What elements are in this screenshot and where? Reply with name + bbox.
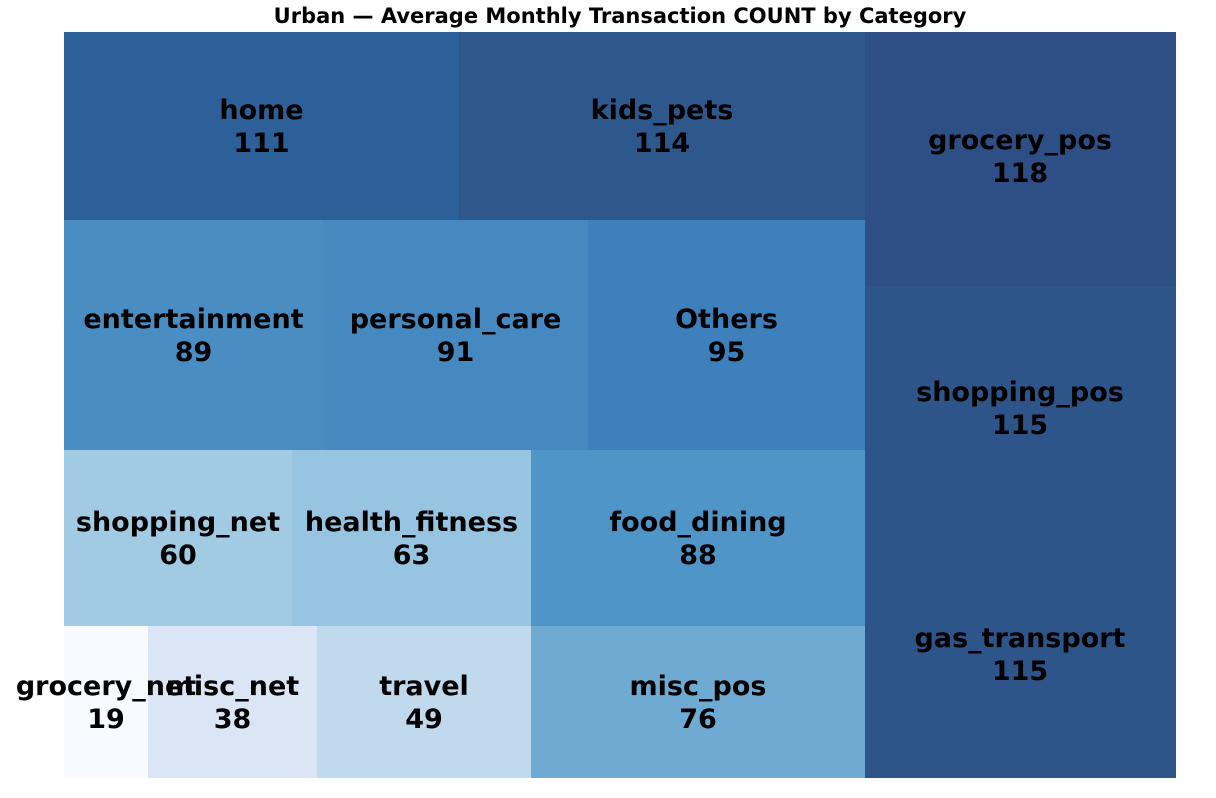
- tile-value-travel: 49: [405, 704, 443, 735]
- tile-label-food-dining: food_dining: [609, 507, 786, 538]
- tile-label-misc-net: misc_net: [166, 671, 299, 702]
- tile-value-gas-transport: 115: [992, 656, 1048, 687]
- tile-value-shopping-net: 60: [159, 540, 197, 571]
- tile-label-travel: travel: [379, 671, 469, 702]
- tile-label-entertainment: entertainment: [83, 304, 303, 335]
- tile-gas-transport: [865, 534, 1176, 778]
- tile-label-shopping-net: shopping_net: [76, 507, 280, 538]
- tile-label-grocery-pos: grocery_pos: [928, 125, 1112, 156]
- tile-grocery-pos: [865, 32, 1176, 286]
- tile-others: [588, 220, 865, 450]
- tile-value-food-dining: 88: [679, 540, 717, 571]
- tile-value-health-fitness: 63: [393, 540, 431, 571]
- tile-label-health-fitness: health_fitness: [305, 507, 518, 538]
- tile-value-shopping-pos: 115: [992, 410, 1048, 441]
- tile-personal-care: [323, 220, 588, 450]
- tile-shopping-net: [64, 450, 292, 626]
- tile-grocery-net: [64, 626, 148, 778]
- tile-value-misc-net: 38: [214, 704, 252, 735]
- tile-value-kids-pets: 114: [634, 128, 690, 159]
- tile-label-misc-pos: misc_pos: [630, 671, 767, 702]
- tile-travel: [317, 626, 531, 778]
- tile-value-grocery-pos: 118: [992, 158, 1048, 189]
- tile-health-fitness: [292, 450, 531, 626]
- tile-label-gas-transport: gas_transport: [915, 623, 1126, 654]
- tile-value-entertainment: 89: [175, 337, 213, 368]
- tile-misc-pos: [531, 626, 865, 778]
- tile-value-personal-care: 91: [437, 337, 475, 368]
- tile-value-others: 95: [708, 337, 746, 368]
- tile-food-dining: [531, 450, 865, 626]
- tile-label-shopping-pos: shopping_pos: [916, 377, 1124, 408]
- tile-label-home: home: [219, 95, 303, 126]
- tile-label-personal-care: personal_care: [350, 304, 562, 335]
- tile-label-kids-pets: kids_pets: [591, 95, 734, 126]
- tile-value-home: 111: [233, 128, 289, 159]
- tile-misc-net: [148, 626, 317, 778]
- chart-title: Urban — Average Monthly Transaction COUN…: [273, 4, 967, 28]
- tile-label-grocery-net: grocery_net: [16, 671, 196, 702]
- tile-entertainment: [64, 220, 323, 450]
- tile-label-others: Others: [675, 304, 778, 335]
- tile-home: [64, 32, 459, 220]
- tile-value-misc-pos: 76: [679, 704, 717, 735]
- tile-value-grocery-net: 19: [87, 704, 125, 735]
- tile-shopping-pos: [865, 286, 1176, 534]
- tile-kids-pets: [459, 32, 865, 220]
